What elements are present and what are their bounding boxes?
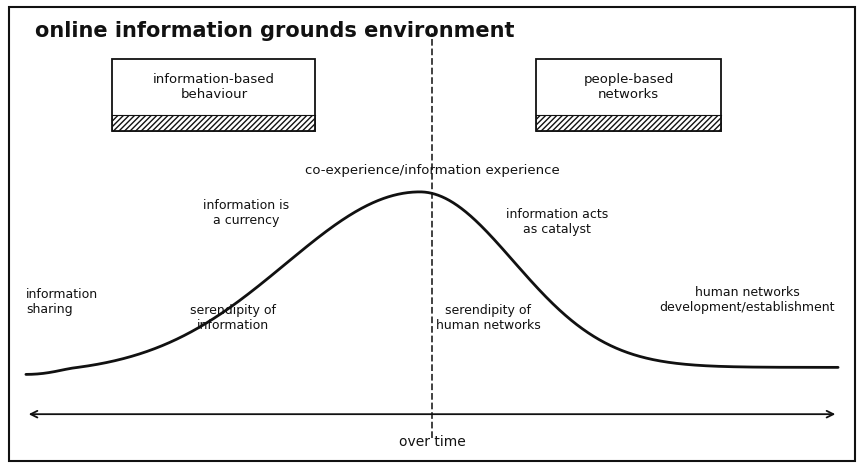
Text: serendipity of
human networks: serendipity of human networks <box>435 304 541 332</box>
Text: people-based
networks: people-based networks <box>583 73 674 101</box>
Bar <box>112 115 315 131</box>
Text: information-based
behaviour: information-based behaviour <box>153 73 275 101</box>
Text: over time: over time <box>398 435 466 449</box>
Text: online information grounds environment: online information grounds environment <box>35 21 514 41</box>
Text: co-experience/information experience: co-experience/information experience <box>305 164 559 177</box>
Text: serendipity of
information: serendipity of information <box>190 304 276 332</box>
Text: information acts
as catalyst: information acts as catalyst <box>506 208 608 236</box>
Text: information
sharing: information sharing <box>26 288 98 316</box>
Text: human networks
development/establishment: human networks development/establishment <box>659 285 835 314</box>
Text: information is
a currency: information is a currency <box>203 199 289 227</box>
Bar <box>536 58 721 131</box>
Bar <box>112 58 315 131</box>
Bar <box>536 115 721 131</box>
